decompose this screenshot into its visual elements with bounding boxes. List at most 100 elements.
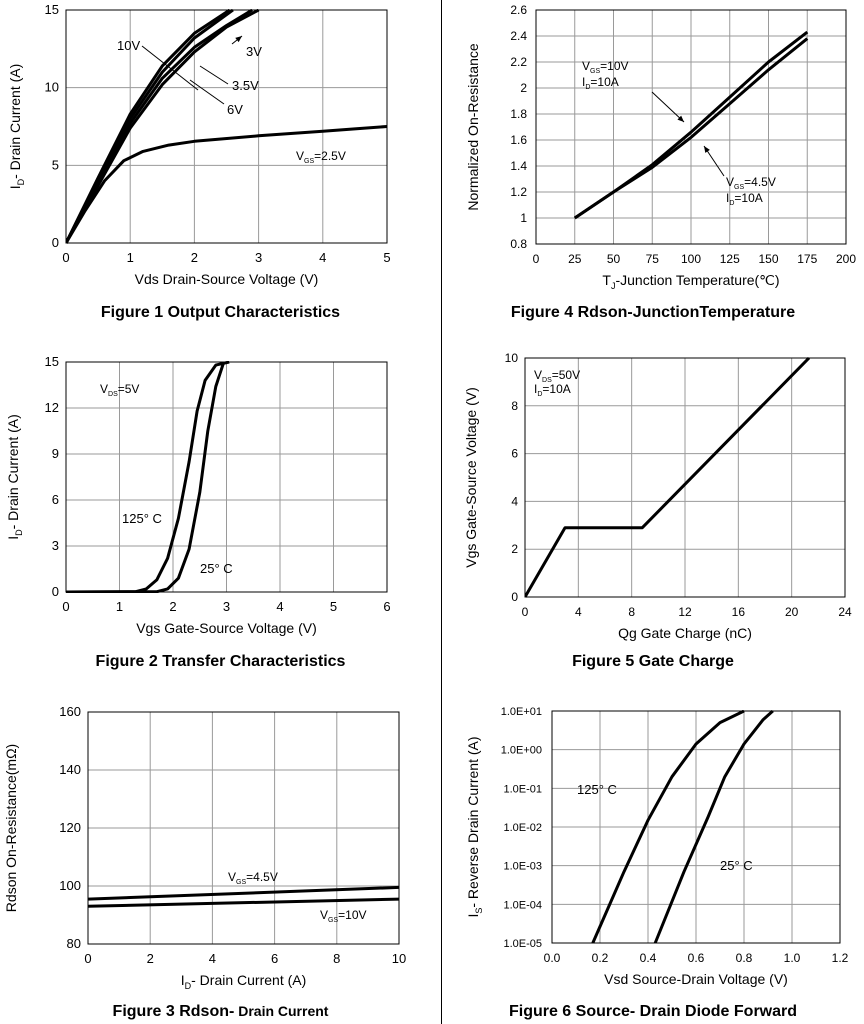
- x-axis-label: ID- Drain Current (A): [181, 972, 307, 991]
- x-tick-label: 4: [276, 599, 283, 614]
- series-annotation: 125° C: [122, 511, 162, 526]
- x-tick-label: 1: [127, 250, 134, 265]
- series-annotation: VGS=4.5V: [228, 870, 278, 886]
- figure-4-panel: 0 25 50 75 100 125 150 175 200 0.8 1 1.2 1.4 1.6 1.8 2 2…: [442, 0, 864, 330]
- x-axis-label: Vgs Gate-Source Voltage (V): [136, 620, 317, 636]
- y-tick-label: 2.2: [510, 55, 527, 69]
- series-annotation: VGS=4.5V: [726, 175, 776, 191]
- series-line-5: [66, 125, 387, 244]
- y-tick-label: 160: [59, 704, 81, 719]
- y-tick-label: 8: [511, 399, 518, 413]
- series-annotation: 125° C: [577, 782, 617, 797]
- series-line-2: [573, 37, 809, 220]
- x-tick-label: 200: [836, 252, 856, 266]
- x-tick-label: 3: [255, 250, 262, 265]
- x-tick-label: 24: [838, 605, 852, 619]
- series-annotation: VGS=10V: [320, 908, 367, 924]
- y-tick-label: 2: [511, 542, 518, 556]
- x-tick-label: 0.6: [688, 951, 705, 965]
- annotation-arrow-head: [677, 115, 684, 122]
- y-tick-label: 1.4: [510, 159, 527, 173]
- figure-3-caption-small: Drain Current: [234, 1003, 329, 1019]
- y-tick-label: 10: [505, 351, 519, 365]
- x-tick-label: 2: [191, 250, 198, 265]
- series-line-2: [66, 9, 234, 244]
- x-tick-label: 20: [785, 605, 799, 619]
- figure-6-caption: Figure 6 Source- Drain Diode Forward: [508, 1003, 798, 1020]
- x-tick-label: 6: [383, 599, 390, 614]
- figure-3-panel: 0 2 4 6 8 10 80 100 120 140 160 ID- Drain Current (…: [0, 695, 441, 1024]
- x-tick-label: 1: [116, 599, 123, 614]
- y-tick-label: 1.0E-03: [503, 861, 542, 873]
- series-annotation: ID=10A: [582, 75, 619, 91]
- y-tick-label: 1.8: [510, 107, 527, 121]
- x-tick-label: 150: [758, 252, 778, 266]
- y-tick-label: 4: [511, 494, 518, 508]
- y-tick-label: 100: [59, 878, 81, 893]
- x-tick-label: 10: [392, 951, 406, 966]
- y-tick-label: 2: [520, 81, 527, 95]
- y-tick-label: 3: [52, 538, 59, 553]
- y-tick-label: 1.6: [510, 133, 527, 147]
- y-axis-label: Normalized On-Resistance: [465, 43, 481, 210]
- y-tick-label: 1.0E-02: [503, 822, 542, 834]
- x-axis-label: Qg Gate Charge (nC): [618, 625, 752, 641]
- x-tick-label: 175: [797, 252, 817, 266]
- x-axis-label: Vsd Source-Drain Voltage (V): [604, 971, 788, 987]
- x-tick-label: 0: [62, 599, 69, 614]
- series-line-2: [88, 897, 399, 908]
- y-axis-label: IS- Reverse Drain Current (A): [465, 736, 484, 917]
- series-annotation: 25° C: [200, 561, 233, 576]
- y-axis-label: ID- Drain Current (A): [7, 64, 26, 190]
- x-tick-label: 0: [533, 252, 540, 266]
- figure-5-panel: 0 4 8 12 16 20 24 0 2 4 6 8 10 Qg Gate Charge (nC) Vgs…: [442, 345, 864, 675]
- y-tick-label: 0: [52, 235, 59, 250]
- y-axis-label: Vgs Gate-Source Voltage (V): [463, 387, 479, 568]
- x-tick-label: 25: [568, 252, 582, 266]
- figure-6-panel: 0.0 0.2 0.4 0.6 0.8 1.0 1.2 1.0E-05 1.0E-04 1.0E-…: [442, 695, 864, 1024]
- x-tick-label: 100: [681, 252, 701, 266]
- figure-3-caption: Figure 3 Rdson- Drain Current: [0, 1003, 441, 1021]
- series-line-2: [653, 710, 774, 944]
- figure-5-caption: Figure 5 Gate Charge: [572, 653, 734, 670]
- x-tick-label: 8: [333, 951, 340, 966]
- x-tick-label: 3: [223, 599, 230, 614]
- y-axis-label: Rdson On-Resistance(mΩ): [3, 744, 19, 912]
- y-tick-label: 15: [45, 2, 59, 17]
- y-tick-label: 1.0E-04: [503, 899, 542, 911]
- x-axis-label: TJ-Junction Temperature(℃): [602, 272, 779, 291]
- x-tick-label: 2: [147, 951, 154, 966]
- y-tick-label: 1.2: [510, 185, 527, 199]
- x-tick-label: 2: [169, 599, 176, 614]
- y-tick-label: 120: [59, 820, 81, 835]
- x-tick-label: 0: [84, 951, 91, 966]
- series-annotation: 6V: [227, 102, 243, 117]
- series-line-1: [591, 710, 745, 944]
- y-tick-label: 10: [45, 80, 59, 95]
- series-annotation: ID=10A: [726, 191, 763, 207]
- x-tick-label: 0.4: [640, 951, 657, 965]
- series-annotation: ID=10A: [534, 382, 571, 398]
- y-tick-label: 5: [52, 157, 59, 172]
- y-tick-label: 1: [520, 211, 527, 225]
- x-tick-label: 0.0: [544, 951, 561, 965]
- x-tick-label: 5: [383, 250, 390, 265]
- series-annotation: VGS=2.5V: [296, 149, 346, 165]
- annotation-leader-line: [651, 91, 685, 123]
- figure-2-caption: Figure 2 Transfer Characteristics: [95, 653, 346, 670]
- figure-1-panel: 0 1 2 3 4 5 0 5 10 15 Vds Drain-Source Voltage (V)…: [0, 0, 441, 330]
- x-tick-label: 0: [62, 250, 69, 265]
- y-tick-label: 15: [45, 354, 59, 369]
- y-tick-label: 2.6: [510, 3, 527, 17]
- plot-frame: [65, 9, 388, 244]
- series-annotation: 25° C: [720, 858, 753, 873]
- figure-4-chart: 0 25 50 75 100 125 150 175 200 0.8 1 1.2 1.4 1.6 1.8 2 2…: [465, 3, 856, 291]
- y-tick-label: 6: [52, 492, 59, 507]
- y-tick-label: 80: [67, 936, 81, 951]
- plot-frame: [524, 357, 846, 598]
- figure-1-chart: 0 1 2 3 4 5 0 5 10 15 Vds Drain-Source Voltage (V)…: [7, 2, 391, 287]
- series-line-1: [88, 885, 399, 901]
- y-tick-label: 0.8: [510, 237, 527, 251]
